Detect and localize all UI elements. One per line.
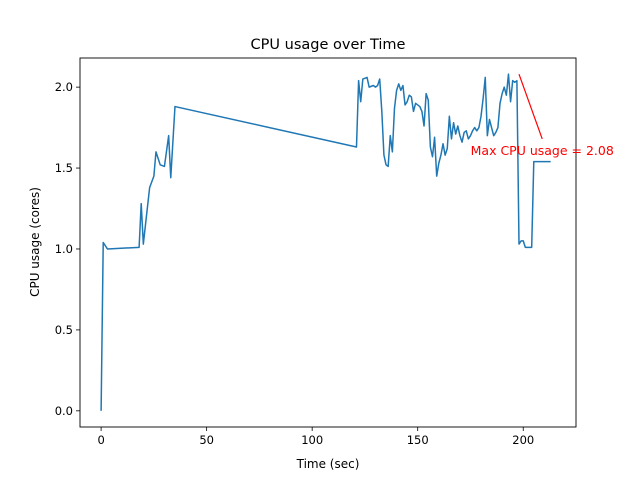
x-axis-label: Time (sec): [296, 457, 360, 471]
x-tick-label: 50: [199, 433, 214, 447]
axes-frame: [79, 57, 577, 428]
y-axis-ticks: 0.0 0.5 1.0 1.5 2.0: [55, 80, 80, 418]
y-tick-label: 2.0: [55, 80, 73, 94]
chart-title: CPU usage over Time: [251, 37, 406, 53]
series-line-1: [100, 73, 551, 411]
max-annotation: Max CPU usage = 2.08: [471, 73, 614, 158]
plot-area: [100, 73, 551, 411]
y-tick-label: 1.0: [55, 242, 73, 256]
y-tick-label: 0.5: [55, 323, 73, 337]
y-tick-label: 0.0: [55, 404, 73, 418]
x-axis-ticks: 0 50 100 150 200: [97, 427, 534, 447]
y-axis-label: CPU usage (cores): [28, 187, 42, 297]
x-tick-label: 150: [407, 433, 429, 447]
y-tick-label: 1.5: [55, 161, 73, 175]
annotation-label: Max CPU usage = 2.08: [471, 143, 614, 158]
annotation-arrow: [518, 73, 543, 140]
x-tick-label: 0: [97, 433, 104, 447]
x-tick-label: 200: [512, 433, 534, 447]
x-tick-label: 100: [301, 433, 323, 447]
